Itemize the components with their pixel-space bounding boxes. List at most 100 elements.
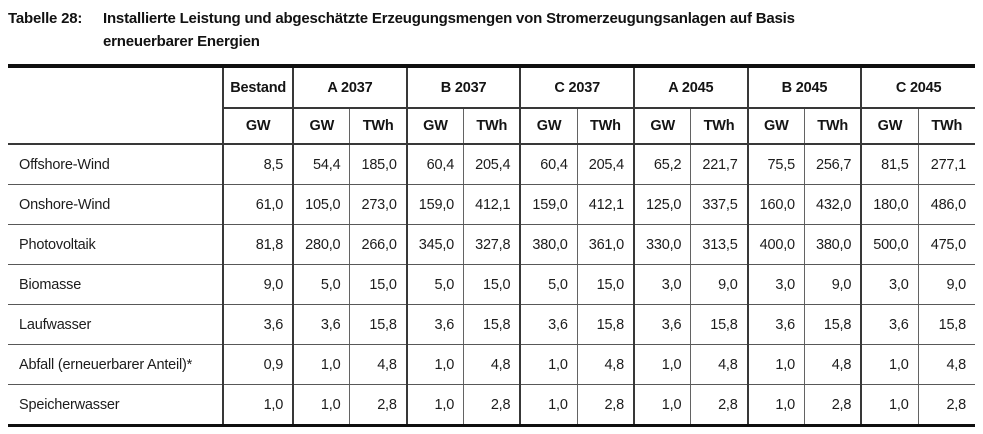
table-caption: Tabelle 28: Installierte Leistung und ab… <box>8 7 983 53</box>
data-cell: 3,6 <box>405 304 464 345</box>
data-cell: 9,0 <box>222 264 294 305</box>
unit-header: GW <box>405 108 464 145</box>
data-cell: 2,8 <box>463 384 521 426</box>
data-cell: 5,0 <box>519 264 578 305</box>
data-cell: 125,0 <box>633 184 691 225</box>
unit-header: GW <box>746 108 805 145</box>
data-cell: 15,0 <box>349 264 407 305</box>
data-cell: 412,1 <box>463 184 521 225</box>
renewables-capacity-table: Bestand A 2037 B 2037 C 2037 A 2045 B 20… <box>8 64 975 427</box>
table-row: Abfall (erneuerbarer Anteil)* 0,9 1,0 4,… <box>8 344 975 385</box>
data-cell: 5,0 <box>292 264 350 305</box>
data-cell: 81,8 <box>222 224 294 265</box>
unit-header: TWh <box>463 108 521 145</box>
data-cell: 15,0 <box>576 264 634 305</box>
data-cell: 3,6 <box>746 304 805 345</box>
data-cell: 1,0 <box>860 344 919 385</box>
table-caption-text: Installierte Leistung und abgeschätzte E… <box>103 7 983 53</box>
header-scenario-c2037: C 2037 <box>519 66 634 109</box>
data-cell: 337,5 <box>690 184 748 225</box>
data-cell: 3,6 <box>292 304 350 345</box>
data-cell: 60,4 <box>405 144 464 185</box>
data-cell: 380,0 <box>803 224 862 265</box>
data-cell: 0,9 <box>222 344 294 385</box>
data-cell: 1,0 <box>633 384 691 426</box>
data-cell: 4,8 <box>917 344 975 385</box>
data-cell: 1,0 <box>222 384 294 426</box>
data-cell: 475,0 <box>917 224 975 265</box>
data-cell: 15,0 <box>463 264 521 305</box>
header-scenario-a2037: A 2037 <box>292 66 407 109</box>
data-cell: 3,6 <box>860 304 919 345</box>
data-cell: 486,0 <box>917 184 975 225</box>
data-cell: 1,0 <box>746 384 805 426</box>
data-cell: 3,0 <box>633 264 691 305</box>
data-cell: 15,8 <box>349 304 407 345</box>
data-cell: 2,8 <box>917 384 975 426</box>
row-label: Speicherwasser <box>8 384 224 426</box>
table-row: Biomasse 9,0 5,0 15,0 5,0 15,0 5,0 15,0 … <box>8 264 975 305</box>
table-caption-line1: Installierte Leistung und abgeschätzte E… <box>103 10 795 27</box>
table-row: Laufwasser 3,6 3,6 15,8 3,6 15,8 3,6 15,… <box>8 304 975 345</box>
data-cell: 1,0 <box>519 344 578 385</box>
data-cell: 61,0 <box>222 184 294 225</box>
data-cell: 160,0 <box>746 184 805 225</box>
data-cell: 15,8 <box>690 304 748 345</box>
data-cell: 81,5 <box>860 144 919 185</box>
data-cell: 8,5 <box>222 144 294 185</box>
header-scenario-c2045: C 2045 <box>860 66 975 109</box>
data-cell: 1,0 <box>633 344 691 385</box>
data-cell: 400,0 <box>746 224 805 265</box>
data-cell: 361,0 <box>576 224 634 265</box>
header-row-scenarios: Bestand A 2037 B 2037 C 2037 A 2045 B 20… <box>8 66 975 145</box>
data-cell: 256,7 <box>803 144 862 185</box>
unit-header: GW <box>519 108 578 145</box>
unit-header: GW <box>222 108 294 145</box>
row-label: Laufwasser <box>8 304 224 345</box>
data-cell: 159,0 <box>519 184 578 225</box>
table-row: Offshore-Wind 8,5 54,4 185,0 60,4 205,4 … <box>8 144 975 185</box>
row-label: Photovoltaik <box>8 224 224 265</box>
data-cell: 3,6 <box>519 304 578 345</box>
data-cell: 4,8 <box>690 344 748 385</box>
data-cell: 2,8 <box>803 384 862 426</box>
data-cell: 105,0 <box>292 184 350 225</box>
data-cell: 1,0 <box>746 344 805 385</box>
table-caption-prefix: Tabelle 28: <box>8 10 83 27</box>
data-cell: 9,0 <box>690 264 748 305</box>
data-cell: 15,8 <box>463 304 521 345</box>
data-cell: 500,0 <box>860 224 919 265</box>
data-cell: 180,0 <box>860 184 919 225</box>
data-cell: 1,0 <box>405 344 464 385</box>
data-cell: 380,0 <box>519 224 578 265</box>
data-cell: 2,8 <box>349 384 407 426</box>
data-cell: 1,0 <box>519 384 578 426</box>
data-cell: 273,0 <box>349 184 407 225</box>
data-cell: 280,0 <box>292 224 350 265</box>
data-cell: 4,8 <box>463 344 521 385</box>
data-cell: 412,1 <box>576 184 634 225</box>
data-cell: 54,4 <box>292 144 350 185</box>
data-cell: 345,0 <box>405 224 464 265</box>
data-cell: 3,0 <box>746 264 805 305</box>
data-cell: 3,6 <box>222 304 294 345</box>
unit-header: TWh <box>803 108 862 145</box>
data-cell: 65,2 <box>633 144 691 185</box>
header-scenario-a2045: A 2045 <box>633 66 748 109</box>
unit-header: TWh <box>690 108 748 145</box>
table-row: Onshore-Wind 61,0 105,0 273,0 159,0 412,… <box>8 184 975 225</box>
data-cell: 205,4 <box>463 144 521 185</box>
data-cell: 15,8 <box>917 304 975 345</box>
data-cell: 1,0 <box>405 384 464 426</box>
unit-header: GW <box>633 108 691 145</box>
data-cell: 266,0 <box>349 224 407 265</box>
data-cell: 3,0 <box>860 264 919 305</box>
corner-cell <box>8 66 224 145</box>
data-cell: 2,8 <box>576 384 634 426</box>
data-cell: 277,1 <box>917 144 975 185</box>
unit-header: GW <box>860 108 919 145</box>
data-cell: 327,8 <box>463 224 521 265</box>
data-cell: 9,0 <box>803 264 862 305</box>
unit-header: TWh <box>576 108 634 145</box>
data-cell: 1,0 <box>860 384 919 426</box>
